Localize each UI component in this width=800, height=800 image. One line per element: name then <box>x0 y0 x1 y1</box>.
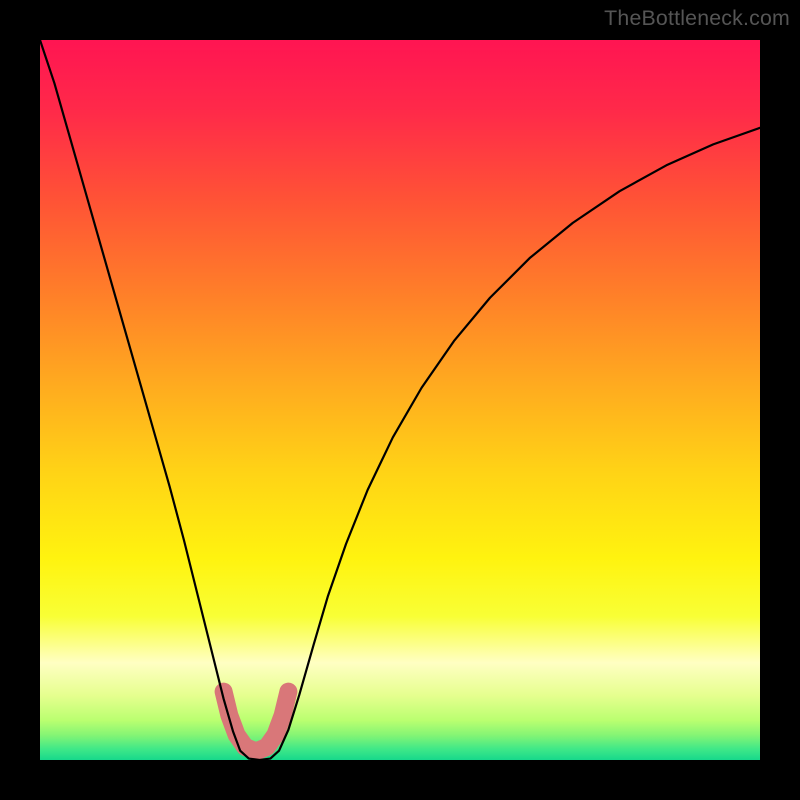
watermark-text: TheBottleneck.com <box>604 6 790 31</box>
notch-highlight <box>224 692 289 752</box>
plot-svg <box>40 40 760 760</box>
chart-frame <box>40 40 760 760</box>
bottleneck-curve <box>40 40 760 760</box>
